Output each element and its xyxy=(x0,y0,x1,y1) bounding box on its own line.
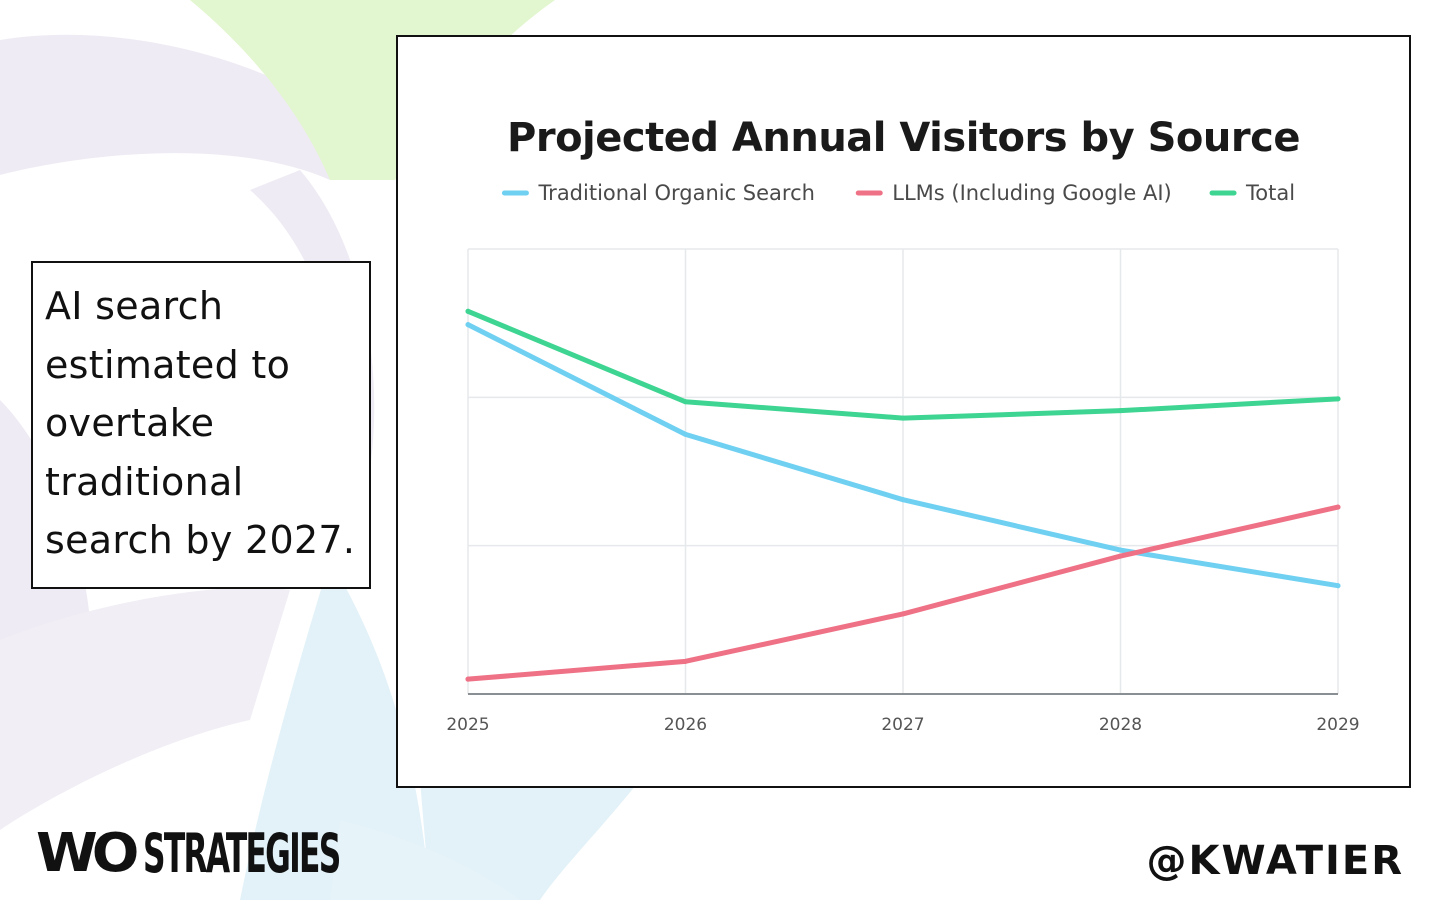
legend-label: Traditional Organic Search xyxy=(537,181,815,205)
data-point xyxy=(900,415,906,421)
logo-wordmark: STRATEGIES xyxy=(143,821,341,885)
data-point xyxy=(1335,583,1341,589)
social-handle: @KWATIER xyxy=(1146,838,1404,884)
callout-text: AI search estimated to overtake traditio… xyxy=(45,284,356,562)
data-point xyxy=(900,497,906,503)
logo-wo-mark: WO xyxy=(36,822,139,884)
data-point xyxy=(683,658,688,664)
data-point xyxy=(683,431,688,437)
bg-blue-bottom xyxy=(330,820,520,900)
bg-blue-fan xyxy=(420,780,640,900)
data-point xyxy=(465,676,471,682)
callout-box: AI search estimated to overtake traditio… xyxy=(31,261,371,589)
data-point xyxy=(1118,553,1123,559)
line-chart: 2025 2026 2027 2028 2029 Traditional Organic … xyxy=(446,181,1359,735)
wo-strategies-logo: WO STRATEGIES xyxy=(36,822,482,885)
data-point xyxy=(1118,408,1123,414)
chart-frame: Projected Annual Visitors by Source 2025… xyxy=(396,35,1411,788)
x-tick-label: 2026 xyxy=(664,715,707,735)
data-point xyxy=(1335,504,1341,510)
data-point xyxy=(465,308,471,314)
data-point xyxy=(1118,547,1123,553)
legend-label: LLMs (Including Google AI) xyxy=(892,181,1171,205)
chart-title: Projected Annual Visitors by Source xyxy=(507,115,1300,161)
x-tick-label: 2029 xyxy=(1316,715,1359,735)
x-tick-label: 2025 xyxy=(446,715,489,735)
bg-lavender-lower xyxy=(0,587,290,830)
bg-lavender-swoosh xyxy=(0,34,330,181)
legend-label: Total xyxy=(1245,181,1295,205)
bg-blue-swoosh xyxy=(240,560,430,900)
x-tick-label: 2027 xyxy=(881,715,924,735)
data-point xyxy=(683,399,688,405)
data-point xyxy=(1335,396,1341,402)
x-tick-label: 2028 xyxy=(1099,715,1142,735)
data-point xyxy=(465,322,471,328)
data-point xyxy=(900,611,906,617)
